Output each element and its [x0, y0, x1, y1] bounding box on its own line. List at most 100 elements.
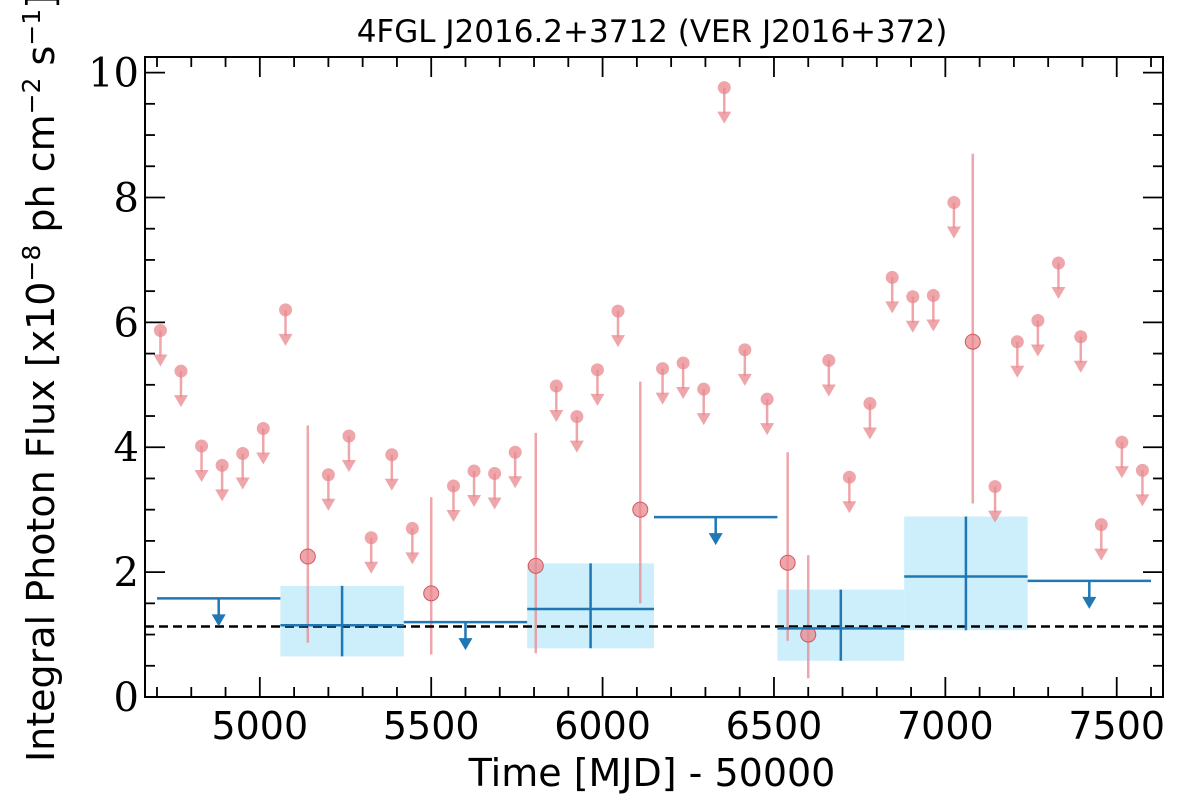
upper-limit-arrow-head	[696, 413, 711, 426]
upper-limit-marker	[697, 382, 711, 396]
x-tick-label: 5000	[211, 704, 308, 748]
y-tick-label: 0	[114, 675, 139, 721]
upper-limit-marker	[385, 448, 399, 462]
upper-limit-arrow-head	[760, 423, 775, 436]
upper-limit-marker	[822, 353, 836, 367]
upper-limit-marker	[236, 446, 250, 460]
long-bin-upper-limit-arrow-head	[211, 614, 226, 627]
upper-limit-arrow-head	[467, 494, 482, 507]
y-tick-label: 6	[114, 300, 139, 346]
upper-limit-arrow-head	[194, 469, 209, 482]
upper-limit-marker	[717, 81, 731, 95]
upper-limit-marker	[590, 363, 604, 377]
upper-limit-marker	[215, 458, 229, 472]
upper-limit-arrow-head	[885, 301, 900, 314]
y-axis-label-exp1: −8	[17, 245, 46, 282]
upper-limit-arrow-head	[364, 561, 379, 574]
upper-limit-arrow-head	[905, 320, 920, 333]
x-axis-label: Time [MJD] - 50000	[468, 751, 836, 795]
upper-limit-arrow-head	[405, 552, 420, 565]
upper-limit-arrow-head	[717, 111, 732, 124]
upper-limit-marker	[947, 195, 961, 209]
upper-limit-arrow-head	[487, 497, 502, 510]
plot-layer	[145, 81, 1163, 679]
upper-limit-marker	[988, 480, 1002, 494]
upper-limit-arrow-head	[676, 386, 691, 399]
short-bin-detection-marker	[964, 333, 981, 350]
short-bin-detection-marker	[779, 554, 796, 571]
upper-limit-arrow-head	[215, 489, 230, 502]
upper-limit-arrow-head	[235, 477, 250, 490]
y-axis-label-exp3: −1	[17, 9, 46, 46]
upper-limit-marker	[863, 397, 877, 411]
plot-frame	[144, 56, 1164, 698]
upper-limit-marker	[1094, 518, 1108, 532]
x-tick-label: 5500	[383, 704, 480, 748]
upper-limit-arrow-head	[278, 333, 293, 346]
upper-limit-marker	[676, 356, 690, 370]
upper-limit-marker	[446, 479, 460, 493]
upper-limit-arrow-head	[508, 476, 523, 489]
upper-limit-marker	[1115, 435, 1129, 449]
upper-limit-arrow-head	[1114, 466, 1129, 479]
upper-limit-marker	[279, 303, 293, 317]
y-tick-label: 2	[114, 550, 139, 596]
y-axis-label-end: ]	[19, 0, 63, 9]
x-tick-label: 7000	[897, 704, 994, 748]
y-axis-label-main: Integral Photon Flux [x10	[19, 282, 63, 763]
upper-limit-arrow-head	[173, 395, 188, 408]
upper-limit-arrow-head	[549, 410, 564, 423]
upper-limit-marker	[570, 410, 584, 424]
short-bin-detection-marker	[527, 557, 544, 574]
chart-title: 4FGL J2016.2+3712 (VER J2016+372)	[357, 14, 948, 50]
short-bin-detection-marker	[299, 548, 316, 565]
long-bin-upper-limit-arrow-head	[708, 533, 723, 546]
upper-limit-marker	[488, 466, 502, 480]
upper-limit-arrow-head	[1135, 494, 1150, 507]
y-axis-label: Integral Photon Flux [x10−8 ph cm−2 s−1]	[17, 0, 63, 762]
y-tick-label: 10	[88, 51, 139, 97]
y-axis-label-mid2: s	[19, 46, 63, 78]
upper-limit-arrow-head	[821, 384, 836, 397]
upper-limit-marker	[364, 531, 378, 545]
upper-limit-marker	[1031, 313, 1045, 327]
y-axis-label-exp2: −2	[17, 78, 46, 115]
upper-limit-marker	[738, 343, 752, 357]
upper-limit-arrow-head	[946, 226, 961, 239]
long-bin-upper-limit-arrow-head	[1082, 596, 1097, 609]
short-bin-detection-marker	[423, 585, 440, 602]
upper-limit-marker	[760, 392, 774, 406]
tick-layer: 5000 5500 6000 6500 7000 7500 0 2 4 6 8 10	[88, 51, 1165, 748]
upper-limit-marker	[885, 270, 899, 284]
x-tick-label: 7500	[1068, 704, 1165, 748]
upper-limit-marker	[611, 304, 625, 318]
x-tick-label: 6000	[554, 704, 651, 748]
upper-limit-arrow-head	[341, 460, 356, 473]
long-bin-upper-limit-arrow-head	[458, 638, 473, 651]
upper-limit-marker	[842, 470, 856, 484]
upper-limit-arrow-head	[153, 354, 168, 367]
upper-limit-arrow-head	[655, 392, 670, 405]
upper-limit-marker	[1051, 256, 1065, 270]
upper-limit-marker	[926, 289, 940, 303]
short-bin-detection-marker	[632, 501, 649, 518]
upper-limit-arrow-head	[256, 452, 271, 465]
upper-limit-arrow-head	[1073, 360, 1088, 373]
upper-limit-arrow-head	[1051, 287, 1066, 300]
y-tick-label: 8	[114, 175, 139, 221]
upper-limit-marker	[656, 362, 670, 376]
upper-limit-marker	[508, 445, 522, 459]
upper-limit-arrow-head	[988, 510, 1003, 523]
x-tick-label: 6500	[726, 704, 823, 748]
upper-limit-marker	[1074, 330, 1088, 344]
upper-limit-marker	[195, 439, 209, 453]
upper-limit-marker	[174, 364, 188, 378]
upper-limit-marker	[906, 290, 920, 304]
upper-limit-marker	[256, 422, 270, 436]
upper-limit-marker	[467, 464, 481, 478]
upper-limit-arrow-head	[384, 478, 399, 491]
upper-limit-marker	[342, 429, 356, 443]
upper-limit-arrow-head	[1094, 548, 1109, 561]
upper-limit-arrow-head	[321, 498, 336, 511]
